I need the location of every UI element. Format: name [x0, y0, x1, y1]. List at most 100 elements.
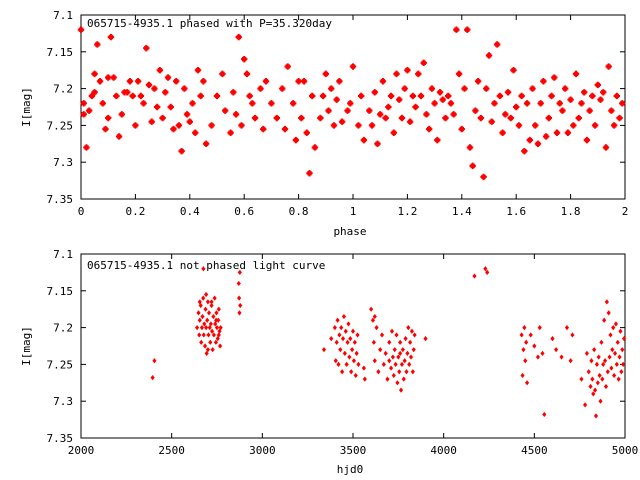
data-point: [378, 347, 383, 353]
data-point-core: [299, 115, 304, 121]
data-point-core: [280, 86, 285, 91]
data-point: [210, 328, 215, 334]
data-point-core: [163, 90, 168, 95]
data-point: [521, 347, 526, 353]
data-point-core: [179, 148, 184, 154]
data-point-core: [601, 90, 606, 95]
data-point-core: [312, 145, 318, 150]
data-point-core: [269, 101, 274, 106]
data-point: [206, 310, 212, 316]
data-point-core: [174, 79, 179, 84]
data-point: [339, 325, 344, 331]
data-point-core: [301, 79, 307, 84]
data-point: [340, 336, 346, 342]
data-point-core: [440, 97, 445, 102]
data-point-core: [214, 93, 220, 99]
data-point: [528, 332, 533, 338]
data-point: [599, 339, 604, 345]
data-point: [204, 325, 209, 331]
data-point: [197, 299, 202, 305]
data-point: [369, 306, 374, 312]
data-point: [340, 369, 345, 375]
data-point-core: [372, 90, 377, 95]
data-point-core: [103, 126, 108, 132]
y-tick-label: 7.25: [47, 119, 74, 132]
data-point-core: [307, 171, 312, 176]
data-point-core: [435, 137, 440, 143]
data-point: [213, 321, 218, 327]
data-point-core: [171, 126, 176, 132]
data-point-core: [231, 90, 236, 95]
data-point: [607, 354, 612, 360]
data-point-core: [285, 64, 290, 69]
data-point: [601, 361, 606, 367]
data-point-core: [125, 90, 130, 95]
data-point: [218, 343, 223, 349]
data-point-core: [198, 93, 203, 99]
data-point-core: [282, 126, 288, 132]
data-point-core: [475, 79, 481, 84]
data-point: [523, 358, 528, 364]
data-point-core: [247, 93, 252, 99]
x-axis-label: phase: [333, 225, 366, 238]
data-point-core: [130, 93, 135, 99]
data-point-core: [326, 108, 331, 113]
data-point: [392, 347, 397, 353]
data-point-core: [239, 123, 244, 128]
data-point-core: [579, 101, 584, 106]
x-tick-label: 2000: [68, 444, 95, 457]
data-point: [393, 361, 398, 367]
data-point-core: [119, 112, 124, 117]
data-point: [409, 328, 415, 334]
data-point-core: [274, 115, 280, 121]
chart-title: 065715-4935.1 not phased light curve: [87, 259, 325, 272]
data-point-core: [582, 90, 587, 95]
data-point-core: [519, 93, 524, 99]
data-point-core: [263, 79, 269, 84]
data-point: [603, 383, 609, 390]
data-point-core: [492, 101, 497, 106]
data-point-core: [478, 115, 484, 121]
data-point-core: [320, 93, 326, 99]
data-point-core: [133, 123, 138, 128]
data-point: [208, 339, 213, 345]
data-point: [374, 325, 379, 331]
data-point-core: [481, 174, 486, 180]
data-point-core: [149, 119, 154, 124]
data-point: [519, 332, 524, 338]
data-point: [483, 266, 488, 272]
data-point: [615, 339, 620, 345]
data-point-core: [141, 101, 146, 106]
data-point: [608, 332, 613, 338]
data-point: [352, 339, 357, 345]
data-point-core: [494, 42, 500, 47]
y-tick-label: 7.2: [53, 83, 73, 96]
data-point: [613, 321, 619, 327]
data-point: [395, 380, 400, 386]
data-point-core: [329, 86, 334, 91]
x-tick-label: 1.6: [506, 205, 526, 218]
data-point-core: [195, 68, 201, 73]
x-tick-label: 5000: [612, 444, 639, 457]
data-point: [152, 358, 157, 364]
data-point-core: [138, 93, 144, 99]
data-point: [596, 354, 601, 360]
data-point: [237, 269, 242, 275]
data-point-core: [345, 108, 350, 113]
data-point: [216, 317, 221, 323]
data-point-core: [587, 108, 592, 113]
data-point-core: [114, 93, 119, 99]
data-point: [329, 336, 334, 342]
data-point: [344, 361, 349, 367]
data-point: [216, 306, 221, 312]
data-point-core: [405, 68, 410, 73]
data-point: [345, 339, 350, 345]
x-axis-label: hjd0: [337, 463, 364, 476]
data-point: [383, 350, 388, 356]
data-point: [520, 372, 525, 379]
data-point: [334, 339, 339, 345]
data-point-core: [530, 86, 535, 91]
data-point: [332, 325, 337, 331]
data-point-core: [100, 101, 105, 106]
x-tick-label: 1.8: [561, 205, 581, 218]
